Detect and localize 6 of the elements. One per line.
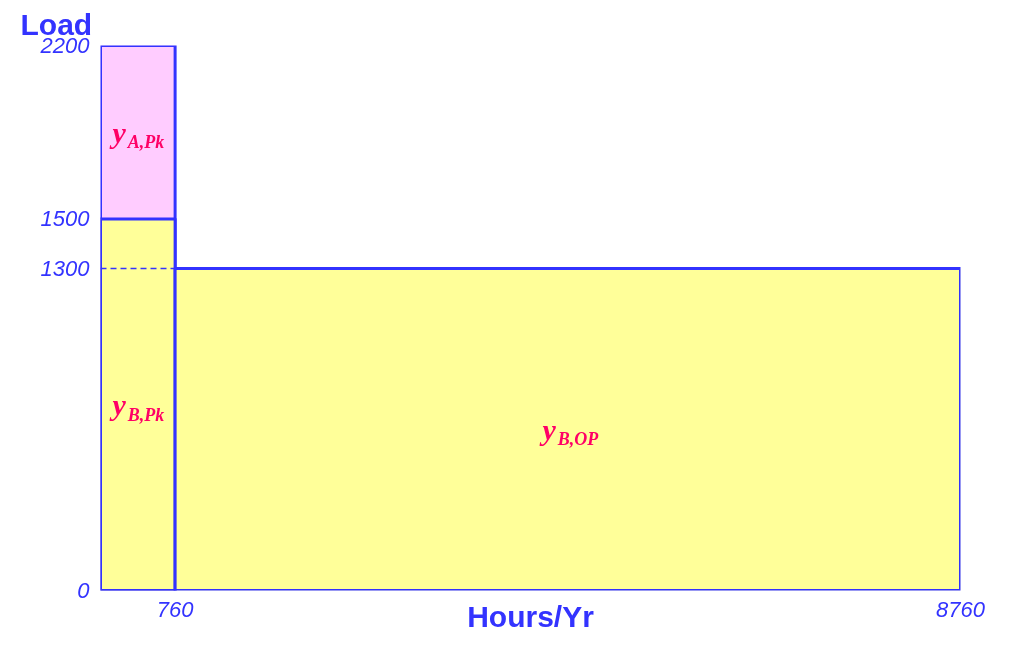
x-tick-label: 760 [156,596,195,622]
x-tick-label: 8760 [936,596,986,622]
y-tick-label: 1300 [40,255,91,281]
x-axis-title: Hours/Yr [467,599,595,633]
y-tick-label: 0 [77,578,91,603]
y-tick-label: 1500 [40,206,91,232]
